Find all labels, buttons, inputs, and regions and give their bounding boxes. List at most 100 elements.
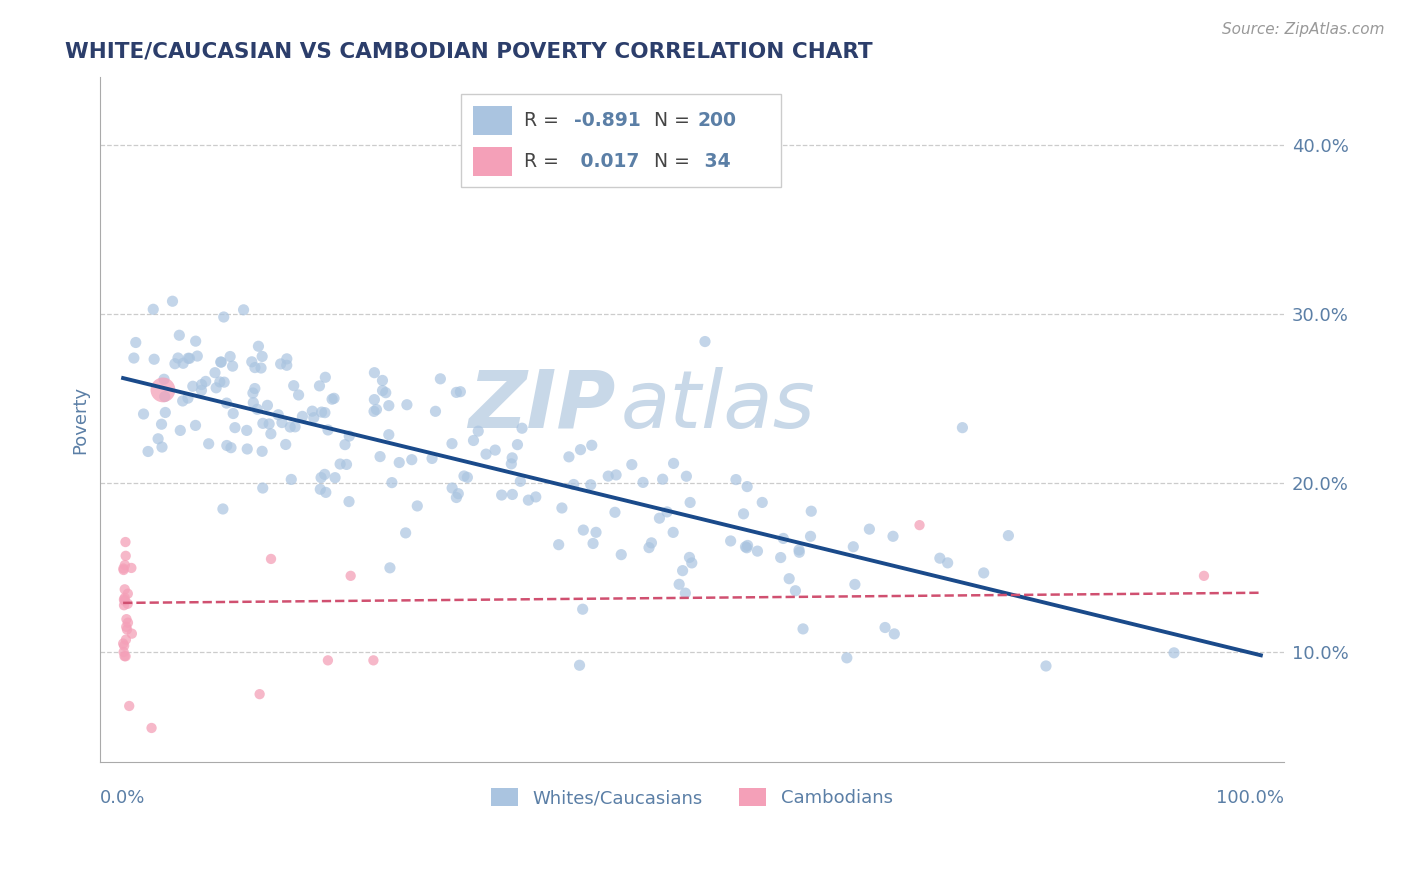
Point [150, 417, 173, 432]
Point [308, 379, 330, 393]
Point [873, 620, 896, 634]
Text: -0.891: -0.891 [574, 111, 640, 130]
Point [792, 622, 814, 636]
Point [114, 535, 136, 549]
Point [278, 420, 301, 434]
Point [936, 556, 959, 570]
Y-axis label: Poverty: Poverty [72, 385, 89, 453]
Point [236, 442, 259, 456]
Text: ZIP: ZIP [468, 367, 614, 445]
Point [250, 350, 273, 364]
Point [501, 450, 523, 465]
Point [215, 396, 238, 410]
Point [284, 420, 307, 434]
Point [395, 398, 418, 412]
Point [167, 351, 190, 365]
Point [208, 375, 231, 389]
FancyBboxPatch shape [472, 147, 512, 176]
Point [314, 406, 336, 420]
Point [724, 473, 747, 487]
Point [222, 407, 245, 421]
Point [363, 392, 385, 407]
Point [524, 490, 547, 504]
Point [800, 504, 823, 518]
Point [221, 359, 243, 373]
Point [121, 626, 143, 640]
Point [112, 645, 135, 659]
Point [252, 417, 274, 431]
Point [117, 587, 139, 601]
Point [276, 358, 298, 372]
Point [598, 469, 620, 483]
Point [395, 525, 418, 540]
Point [209, 355, 232, 369]
Point [673, 586, 696, 600]
Point [333, 437, 356, 451]
Point [648, 511, 671, 525]
Point [453, 469, 475, 483]
Point [235, 424, 257, 438]
Point [132, 407, 155, 421]
Point [153, 372, 176, 386]
Point [114, 582, 136, 597]
Text: R =: R = [524, 152, 558, 171]
Point [640, 536, 662, 550]
Point [568, 658, 591, 673]
Text: R =: R = [524, 111, 558, 130]
Point [276, 351, 298, 366]
Text: 200: 200 [697, 111, 737, 130]
Point [363, 404, 385, 418]
Point [250, 444, 273, 458]
Point [787, 545, 810, 559]
Point [112, 637, 135, 651]
Point [184, 418, 207, 433]
Point [316, 423, 339, 437]
Point [112, 592, 135, 607]
Point [179, 351, 201, 366]
Point [787, 543, 810, 558]
Point [117, 597, 139, 611]
Point [197, 436, 219, 450]
Point [112, 561, 135, 575]
Point [401, 452, 423, 467]
Point [883, 627, 905, 641]
Point [733, 507, 755, 521]
Point [952, 420, 974, 434]
Point [1163, 646, 1185, 660]
Point [734, 540, 756, 554]
Point [1035, 659, 1057, 673]
Point [735, 541, 758, 555]
Point [141, 721, 163, 735]
Point [155, 405, 177, 419]
Point [679, 495, 702, 509]
Point [177, 351, 200, 366]
FancyBboxPatch shape [461, 95, 780, 186]
Text: 0.017: 0.017 [574, 152, 640, 171]
Point [120, 561, 142, 575]
Point [314, 467, 336, 482]
Point [368, 450, 391, 464]
Point [114, 649, 136, 664]
Text: WHITE/CAUCASIAN VS CAMBODIAN POVERTY CORRELATION CHART: WHITE/CAUCASIAN VS CAMBODIAN POVERTY COR… [65, 42, 873, 62]
Point [799, 529, 821, 543]
Point [323, 392, 346, 406]
Point [440, 436, 463, 450]
Point [118, 698, 141, 713]
Point [491, 488, 513, 502]
Point [267, 408, 290, 422]
Point [260, 426, 283, 441]
Point [114, 591, 136, 605]
Point [610, 548, 633, 562]
Point [169, 328, 191, 343]
Point [371, 374, 394, 388]
Point [562, 477, 585, 491]
Text: N =: N = [654, 152, 690, 171]
Point [194, 375, 217, 389]
Point [115, 632, 138, 647]
Point [152, 383, 174, 397]
Point [463, 434, 485, 448]
Point [114, 649, 136, 664]
Point [785, 583, 807, 598]
Text: atlas: atlas [621, 367, 815, 445]
Point [311, 405, 333, 419]
